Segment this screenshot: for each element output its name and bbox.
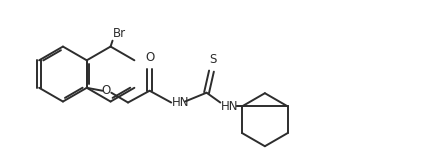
Text: Br: Br bbox=[113, 27, 126, 40]
Text: HN: HN bbox=[172, 96, 190, 109]
Text: O: O bbox=[102, 84, 111, 97]
Text: S: S bbox=[209, 53, 216, 66]
Text: O: O bbox=[145, 51, 154, 64]
Text: HN: HN bbox=[221, 100, 239, 113]
